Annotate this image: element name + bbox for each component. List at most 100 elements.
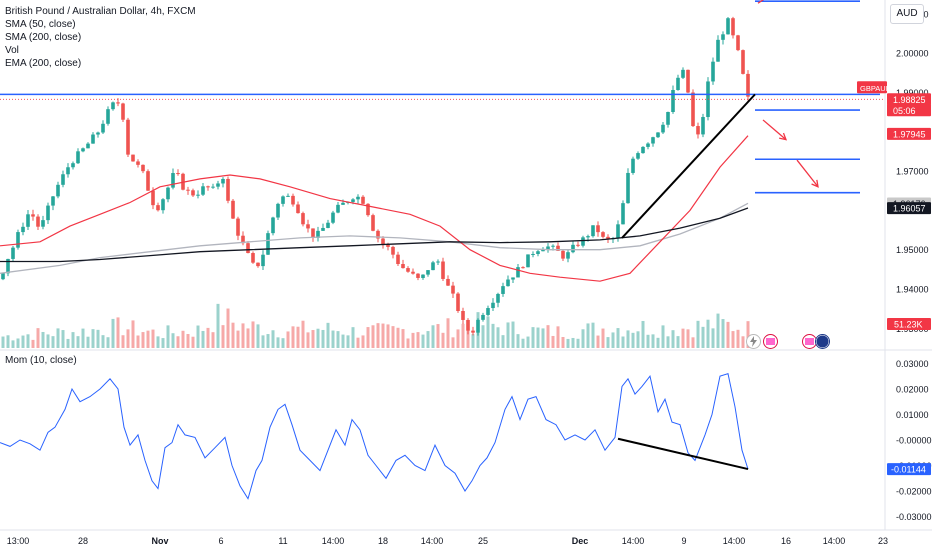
- ema-200-line: [0, 207, 749, 263]
- moving-averages: [0, 135, 749, 282]
- candle-body: [591, 225, 595, 237]
- volume-bar: [91, 329, 95, 348]
- symbol-title[interactable]: British Pound / Australian Dollar, 4h, F…: [5, 6, 196, 17]
- volume-bar: [31, 339, 35, 348]
- volume-bar: [436, 324, 440, 348]
- candle-body: [51, 196, 55, 206]
- momentum-tick-label: 0.01000: [896, 410, 929, 420]
- volume-badge: [887, 318, 931, 330]
- volume-bar: [71, 332, 75, 348]
- candle-body: [506, 279, 510, 287]
- volume-bar: [496, 327, 500, 348]
- candle-body: [476, 319, 480, 333]
- candle-body: [241, 235, 245, 244]
- candle-body: [741, 50, 745, 74]
- candle-body: [211, 186, 215, 188]
- candle-body: [66, 167, 70, 175]
- candle-body: [726, 18, 730, 35]
- candle-body: [101, 123, 105, 133]
- indicator-ema200[interactable]: EMA (200, close): [5, 58, 82, 69]
- candle-body: [441, 261, 445, 279]
- volume-bar: [626, 330, 630, 348]
- australia-flag-icon[interactable]: [815, 334, 830, 349]
- momentum-tick-label: -0.00000: [896, 436, 932, 446]
- volume-bar: [76, 336, 80, 348]
- volume-bar: [176, 336, 180, 348]
- volume-bar: [506, 322, 510, 348]
- candle-body: [456, 293, 460, 311]
- currency-selector[interactable]: AUD: [890, 4, 924, 24]
- candle-body: [311, 228, 315, 238]
- candle-body: [426, 270, 430, 275]
- candle-body: [361, 196, 365, 204]
- candle-body: [326, 222, 330, 228]
- volume-bar: [386, 324, 390, 348]
- lightning-icon[interactable]: [746, 334, 761, 349]
- volume-bar: [211, 332, 215, 348]
- volume-bar: [256, 324, 260, 348]
- volume-bar: [81, 328, 85, 348]
- candle-body: [646, 143, 650, 147]
- volume-bar: [66, 338, 70, 348]
- candle-body: [316, 230, 320, 238]
- volume-bar: [351, 327, 355, 348]
- candle-body: [546, 246, 550, 250]
- candle-body: [1, 273, 5, 280]
- time-axis-label: 14:00: [421, 536, 444, 546]
- volume-bar: [651, 334, 655, 348]
- volume-bar: [26, 334, 30, 348]
- volume-bar: [161, 338, 165, 348]
- volume-bar: [16, 338, 20, 348]
- candle-body: [301, 213, 305, 225]
- volume-bar: [41, 331, 45, 348]
- chart-legend: British Pound / Australian Dollar, 4h, F…: [5, 5, 196, 70]
- user-drawings[interactable]: [0, 0, 885, 239]
- candle-body: [601, 232, 605, 237]
- candle-body: [541, 249, 545, 252]
- candle-body: [466, 319, 470, 331]
- price-badge: [887, 104, 931, 117]
- candle-body: [246, 243, 250, 254]
- volume-bar: [106, 337, 110, 348]
- volume-bar: [511, 321, 515, 348]
- candle-body: [696, 126, 700, 135]
- price-tick-label: 2.00000: [896, 49, 929, 59]
- volume-bar: [341, 334, 345, 348]
- volume-bar: [121, 335, 125, 348]
- price-tick-label: 1.97000: [896, 167, 929, 177]
- direction-arrow: [762, 119, 787, 141]
- volume-bar: [261, 335, 265, 348]
- momentum-line: [0, 373, 749, 500]
- candle-body: [496, 293, 500, 303]
- momentum-label[interactable]: Mom (10, close): [5, 355, 77, 366]
- candle-body: [421, 274, 425, 278]
- candle-body: [266, 233, 270, 255]
- time-axis-label: 25: [478, 536, 488, 546]
- candle-body: [141, 164, 145, 172]
- candle-body: [11, 247, 15, 259]
- candle-body: [406, 268, 410, 272]
- volume-bar: [491, 323, 495, 348]
- direction-arrow: [796, 159, 819, 188]
- candle-body: [681, 69, 685, 78]
- volume-bar: [141, 332, 145, 348]
- volume-bar: [196, 325, 200, 348]
- candle-body: [531, 253, 535, 255]
- candle-body: [606, 236, 610, 240]
- volume-bar: [296, 326, 300, 348]
- candle-body: [231, 200, 235, 219]
- volume-bar: [266, 334, 270, 348]
- volume-bar: [671, 330, 675, 348]
- volume-bar: [391, 326, 395, 348]
- event-flag-icon[interactable]: [763, 334, 778, 349]
- indicator-vol[interactable]: Vol: [5, 45, 19, 56]
- indicator-sma50[interactable]: SMA (50, close): [5, 19, 76, 30]
- volume-bar: [566, 338, 570, 348]
- candle-body: [686, 69, 690, 93]
- indicator-sma200[interactable]: SMA (200, close): [5, 32, 82, 43]
- volume-bar: [366, 327, 370, 348]
- candle-body: [146, 171, 150, 191]
- candle-body: [616, 224, 620, 239]
- candle-body: [481, 314, 485, 320]
